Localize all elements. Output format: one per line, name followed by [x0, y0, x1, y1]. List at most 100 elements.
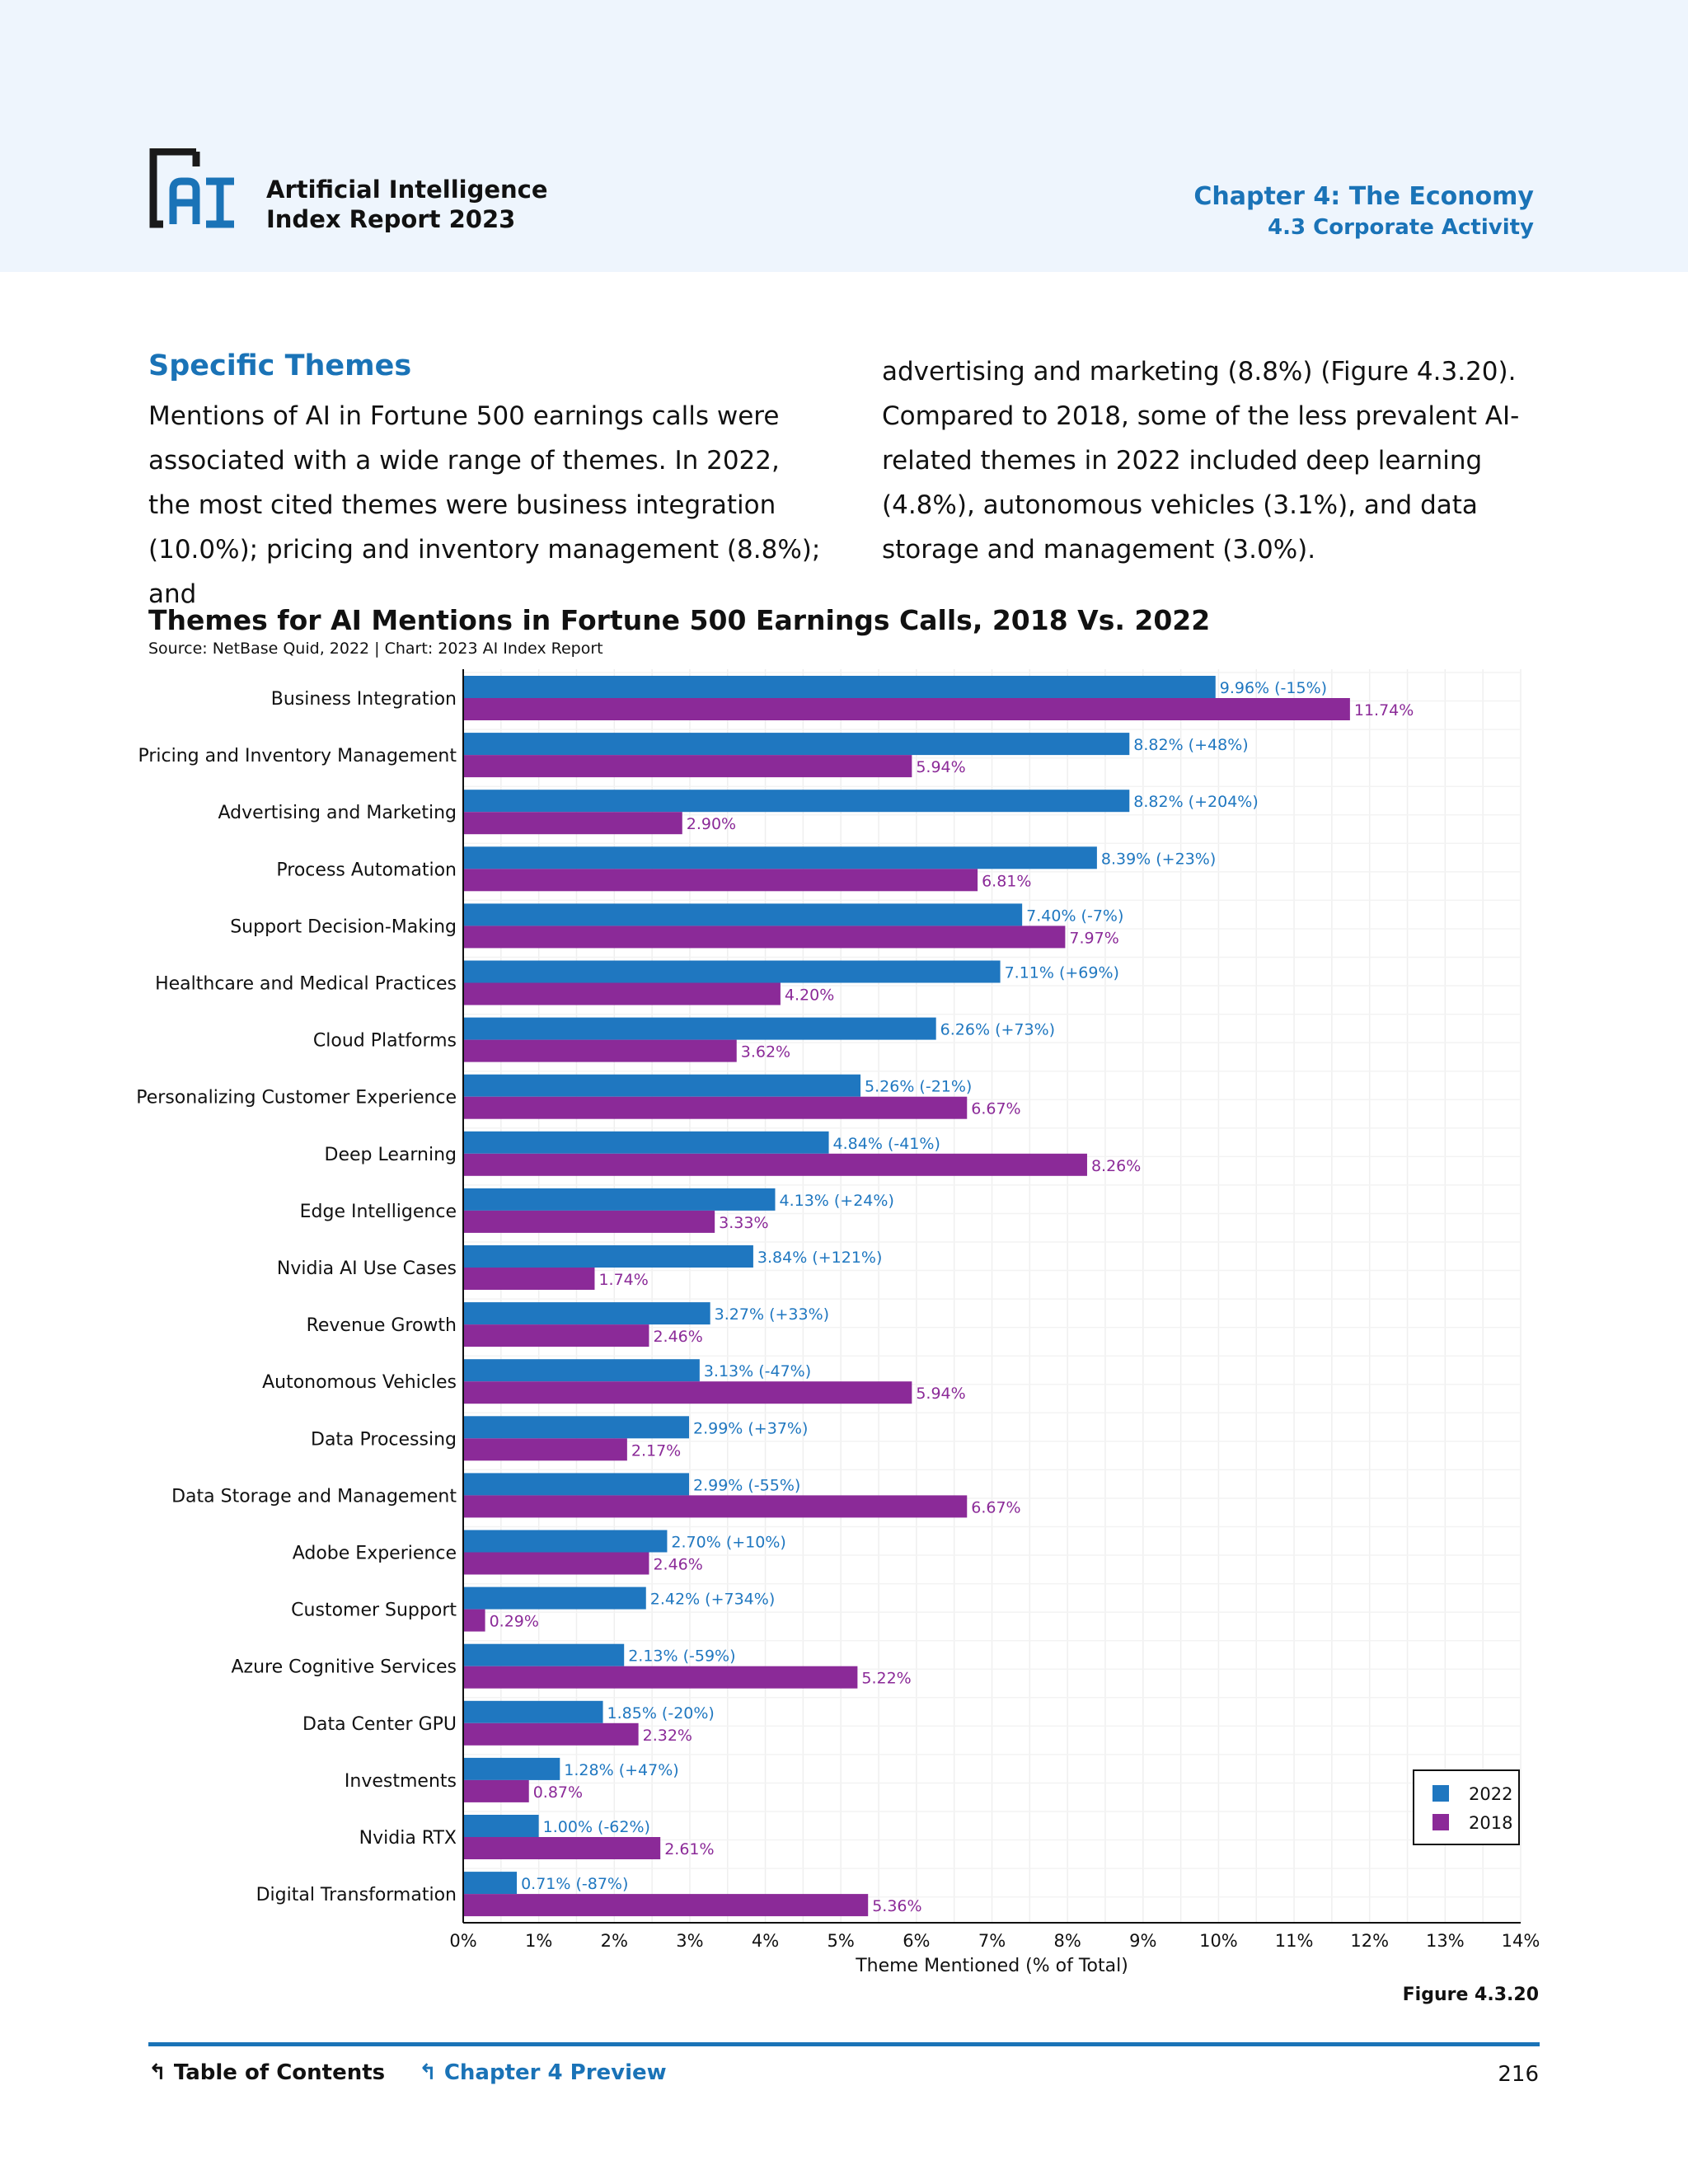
category-label: Investments [345, 1771, 457, 1792]
bar-2022 [463, 1872, 518, 1895]
bar-2018 [463, 1381, 912, 1404]
bar-2018 [463, 755, 912, 778]
data-label-2018: 2.61% [664, 1840, 714, 1858]
data-label-2022: 9.96% (-15%) [1220, 679, 1327, 697]
bar-2022 [463, 1245, 753, 1268]
chart-source: Source: NetBase Quid, 2022 | Chart: 2023… [148, 640, 603, 658]
data-label-2022: 4.13% (+24%) [779, 1192, 893, 1210]
data-label-2018: 2.90% [687, 815, 736, 833]
bar-2022 [463, 903, 1023, 926]
data-label-2018: 7.97% [1069, 929, 1118, 947]
category-label: Healthcare and Medical Practices [155, 974, 457, 995]
bar-2018 [463, 1609, 485, 1632]
data-label-2018: 1.74% [598, 1271, 648, 1289]
bar-2018 [463, 1894, 869, 1917]
legend-swatch [1432, 1814, 1449, 1830]
bar-2022 [463, 1700, 603, 1723]
x-tick-label: 10% [1199, 1931, 1238, 1951]
x-tick-label: 13% [1426, 1931, 1465, 1951]
bar-2018 [463, 1722, 639, 1746]
data-label-2022: 3.27% (+33%) [715, 1305, 829, 1324]
data-label-2022: 1.85% (-20%) [607, 1704, 715, 1722]
bar-2022 [463, 733, 1130, 756]
x-tick-label: 4% [752, 1931, 779, 1951]
table-of-contents-link[interactable]: ↰ Table of Contents [148, 2060, 385, 2085]
x-tick-label: 6% [903, 1931, 930, 1951]
data-label-2022: 2.13% (-59%) [628, 1647, 735, 1666]
bar-2022 [463, 1473, 690, 1496]
bar-2018 [463, 1438, 627, 1461]
data-label-2018: 11.74% [1354, 701, 1414, 719]
data-label-2018: 8.26% [1091, 1157, 1141, 1175]
data-label-2018: 0.29% [490, 1613, 539, 1631]
category-label: Nvidia AI Use Cases [277, 1258, 457, 1279]
footer-divider [148, 2042, 1540, 2046]
data-label-2022: 5.26% (-21%) [865, 1078, 972, 1096]
data-label-2018: 6.67% [971, 1498, 1020, 1516]
bar-2018 [463, 1324, 649, 1347]
chapter-preview-link[interactable]: ↰ Chapter 4 Preview [419, 2060, 667, 2085]
data-label-2022: 2.99% (-55%) [693, 1476, 800, 1494]
bar-2018 [463, 1666, 858, 1689]
bar-2022 [463, 1586, 646, 1610]
bar-2022 [463, 1643, 625, 1666]
data-label-2022: 7.40% (-7%) [1026, 907, 1123, 925]
data-label-2018: 6.67% [971, 1100, 1020, 1118]
data-label-2022: 7.11% (+69%) [1005, 964, 1119, 982]
report-title: Artificial Intelligence Index Report 202… [266, 175, 548, 234]
data-label-2018: 5.94% [916, 1385, 965, 1403]
figure-label: Figure 4.3.20 [1402, 1985, 1539, 2005]
x-tick-label: 5% [828, 1931, 855, 1951]
legend-label: 2018 [1469, 1813, 1512, 1833]
bar-2018 [463, 1096, 968, 1119]
category-label: Revenue Growth [307, 1315, 457, 1336]
category-label: Data Processing [311, 1429, 457, 1450]
bar-2022 [463, 1815, 539, 1837]
body-text-col2: advertising and marketing (8.8%) (Figure… [882, 357, 1520, 565]
x-tick-label: 11% [1275, 1931, 1314, 1951]
bar-2022 [463, 1131, 829, 1154]
data-label-2022: 1.28% (+47%) [564, 1761, 678, 1779]
data-label-2022: 3.84% (+121%) [757, 1249, 882, 1267]
bar-2022 [463, 1074, 861, 1097]
bar-2022 [463, 1416, 690, 1439]
bar-2018 [463, 1268, 595, 1290]
legend-box [1413, 1769, 1520, 1845]
data-label-2018: 5.94% [916, 758, 965, 776]
category-label: Customer Support [291, 1601, 457, 1621]
category-label: Support Decision-Making [230, 916, 457, 937]
bar-2018 [463, 926, 1066, 949]
x-tick-label: 2% [601, 1931, 628, 1951]
category-label: Advertising and Marketing [218, 803, 457, 823]
bar-2022 [463, 790, 1130, 813]
data-label-2022: 2.99% (+37%) [693, 1419, 808, 1437]
data-label-2022: 8.82% (+204%) [1133, 793, 1258, 811]
chart-title: Themes for AI Mentions in Fortune 500 Ea… [148, 604, 1211, 636]
bar-2018 [463, 1039, 737, 1062]
data-label-2018: 2.46% [653, 1556, 702, 1574]
category-label: Adobe Experience [293, 1544, 457, 1564]
ai-index-logo [149, 148, 234, 228]
bar-2018 [463, 1153, 1087, 1176]
data-label-2018: 3.33% [719, 1214, 768, 1232]
category-label: Deep Learning [325, 1145, 457, 1165]
toc-label: Table of Contents [173, 2060, 386, 2085]
report-title-line2: Index Report 2023 [266, 205, 516, 233]
x-tick-label: 7% [978, 1931, 1006, 1951]
bar-2018 [463, 1779, 529, 1802]
data-label-2018: 4.20% [785, 987, 834, 1005]
data-label-2022: 4.84% (-41%) [833, 1135, 940, 1153]
data-label-2018: 6.81% [982, 872, 1031, 890]
data-label-2022: 2.70% (+10%) [671, 1534, 785, 1552]
x-tick-label: 3% [676, 1931, 703, 1951]
bar-2022 [463, 846, 1097, 869]
bar-2018 [463, 982, 781, 1005]
data-label-2018: 2.32% [643, 1727, 692, 1745]
category-label: Business Integration [271, 689, 457, 710]
category-label: Nvidia RTX [359, 1828, 457, 1849]
bar-2022 [463, 1302, 710, 1325]
data-label-2022: 1.00% (-62%) [543, 1818, 650, 1836]
section-title: 4.3 Corporate Activity [1268, 215, 1534, 240]
body-text-col1: Mentions of AI in Fortune 500 earnings c… [148, 401, 821, 609]
data-label-2022: 6.26% (+73%) [940, 1021, 1055, 1039]
